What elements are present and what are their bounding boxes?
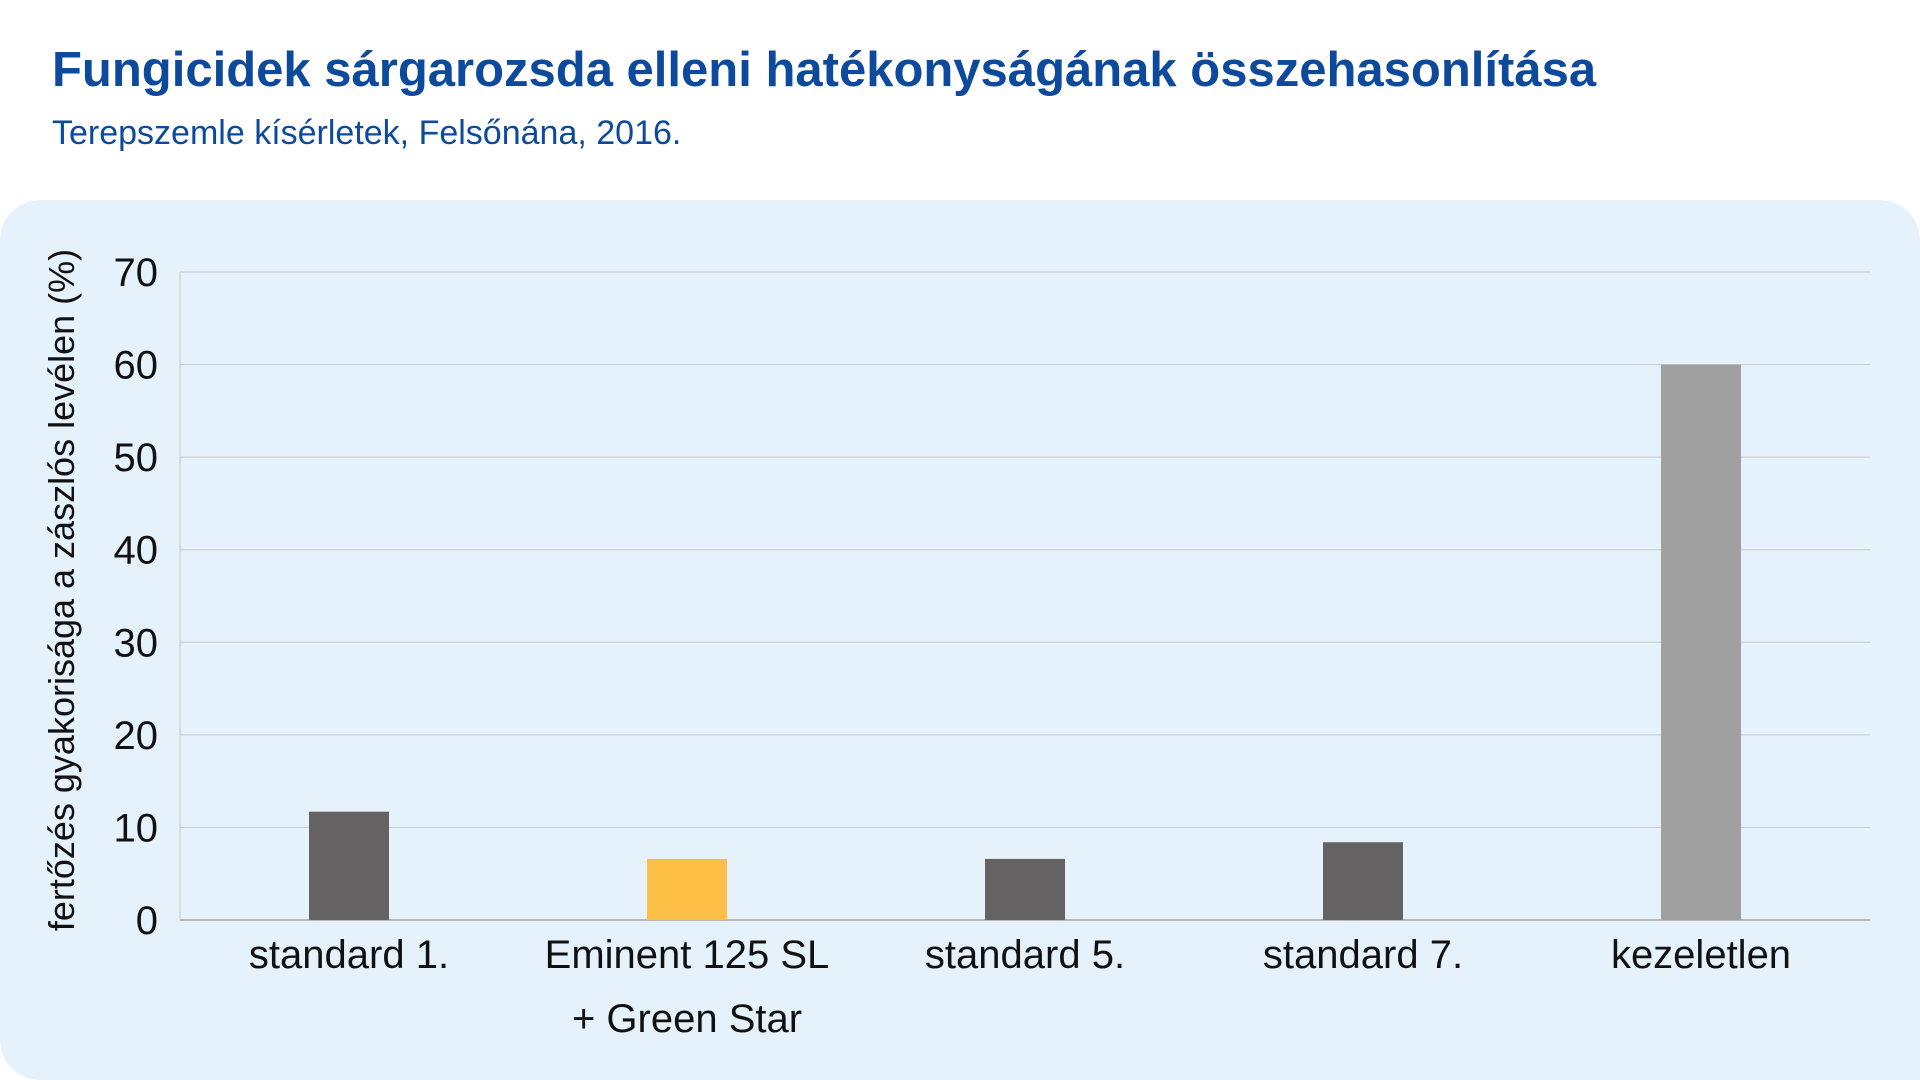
y-tick-label: 50 [114,436,159,480]
y-tick-label: 30 [114,621,159,665]
x-tick-label: + Green Star [572,997,802,1041]
y-tick-label: 70 [114,251,159,295]
y-tick-label: 60 [114,344,159,388]
y-axis-label: fertőzés gyakorisága a zászlós levélen (… [41,249,82,931]
x-tick-label: standard 5. [925,933,1125,977]
bar [309,811,389,920]
chart-title: Fungicidek sárgarozsda elleni hatékonysá… [52,43,1597,97]
x-tick-label: standard 1. [249,933,449,977]
x-tick-label: standard 7. [1263,933,1463,977]
y-tick-label: 10 [114,806,159,850]
chart-panel [0,200,1920,1080]
chart-subtitle: Terepszemle kísérletek, Felsőnána, 2016. [52,114,682,152]
y-tick-label: 0 [136,899,158,943]
x-tick-label: kezeletlen [1611,933,1791,977]
x-tick-label: Eminent 125 SL [545,933,830,977]
y-tick-label: 40 [114,529,159,573]
y-tick-label: 20 [114,714,159,758]
bar [1661,364,1741,921]
bar [985,858,1065,920]
bar [647,858,727,920]
bar [1323,842,1403,920]
